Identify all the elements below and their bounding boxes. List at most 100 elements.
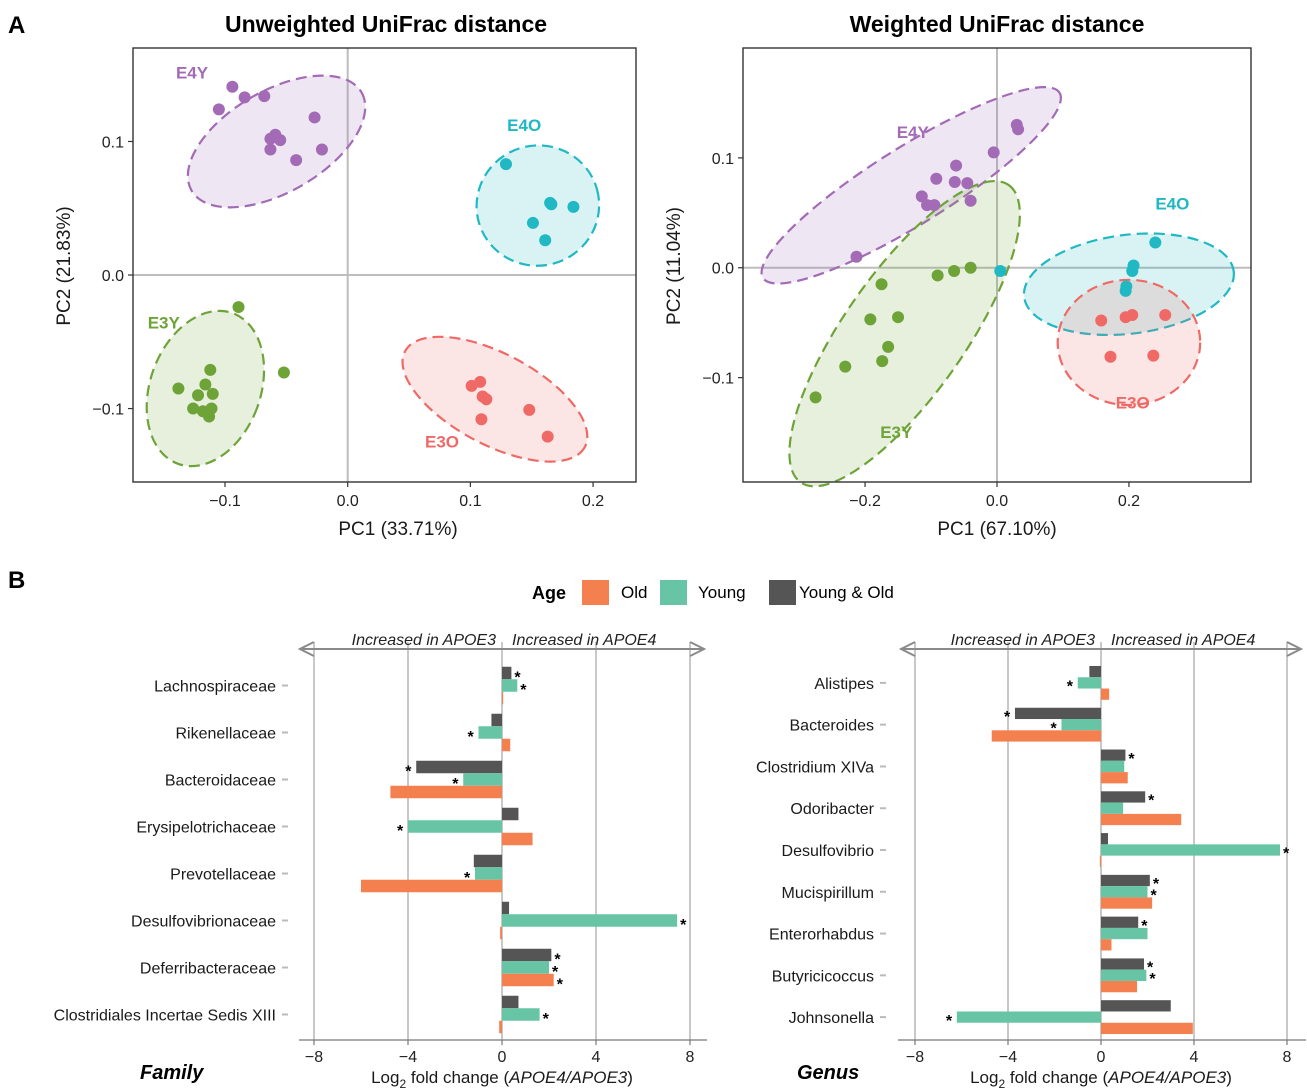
y-tick-label: 0.1	[712, 151, 734, 168]
point-e3y	[931, 269, 944, 282]
point-e3y	[882, 340, 895, 353]
point-e3y	[172, 382, 185, 395]
bar-old	[1101, 813, 1182, 826]
y-tick-label: 0.1	[102, 134, 124, 151]
group-label-e4o: E4O	[507, 116, 541, 135]
bar-young-old	[1101, 791, 1146, 803]
ellipse-e3y	[788, 179, 1021, 488]
x-tick-label: 0.2	[1118, 493, 1140, 510]
x-axis-title-italic: APOE4/APOE3	[1107, 1068, 1227, 1087]
point-e3y	[948, 265, 961, 278]
point-e4y	[315, 143, 328, 156]
category-label: Butyricicoccus	[772, 968, 874, 985]
x-tick-label: −4	[999, 1049, 1017, 1066]
group-label-e4o: E4O	[1155, 195, 1189, 214]
group-label-e3y: E3Y	[148, 313, 181, 332]
point-e4y	[258, 90, 271, 103]
point-e4o	[499, 158, 512, 171]
bar-young-old	[502, 948, 552, 962]
bar-young-old	[502, 901, 510, 915]
significance-marker: *	[946, 1013, 953, 1030]
panel-label-a: A	[8, 12, 25, 39]
significance-marker: *	[1050, 720, 1057, 737]
significance-marker: *	[557, 976, 564, 993]
ellipse-e3o	[401, 335, 589, 463]
arrow-label-apoe3: Increased in APOE3	[951, 632, 1095, 649]
significance-marker: *	[1067, 679, 1074, 696]
bar-old	[500, 926, 502, 940]
legend-swatch-young-old	[769, 580, 796, 605]
bar-old	[1101, 897, 1153, 909]
y-tick-label: 0.0	[102, 268, 124, 285]
legend-label-young-old: Young & Old	[799, 583, 894, 602]
category-label: Deferribacteraceae	[140, 961, 276, 978]
point-e3o	[1126, 308, 1139, 321]
group-label-e4y: E4Y	[176, 64, 209, 83]
point-e4y	[950, 159, 963, 172]
bar-young	[1061, 719, 1101, 731]
category-label: Prevotellaceae	[170, 867, 276, 884]
point-e4y	[964, 194, 977, 207]
y-tick-label: 0.0	[712, 261, 734, 278]
bar-young	[956, 1011, 1101, 1023]
x-axis-title-part: )	[627, 1068, 633, 1087]
significance-marker: *	[464, 870, 471, 887]
chart-title: Weighted UniFrac distance	[850, 11, 1145, 37]
bar-young-old	[502, 995, 519, 1009]
point-e3y	[199, 378, 212, 391]
legend-label-young: Young	[698, 583, 746, 602]
group-label-e4y: E4Y	[897, 123, 930, 142]
point-e4o	[1119, 284, 1132, 297]
significance-marker: *	[1151, 887, 1158, 904]
bar-old	[1101, 939, 1112, 951]
legend-label-old: Old	[621, 583, 647, 602]
point-e4y	[915, 190, 928, 203]
group-label-e3y: E3Y	[880, 423, 913, 442]
point-e3o	[1147, 349, 1160, 362]
category-label: Lachnospiraceae	[154, 679, 276, 696]
bar-young	[1101, 969, 1147, 981]
category-label: Johnsonella	[789, 1010, 875, 1027]
point-e4y	[850, 250, 863, 263]
arrow-head-right	[689, 641, 707, 657]
x-tick-label: −4	[399, 1049, 417, 1066]
significance-marker: *	[468, 729, 475, 746]
x-axis-title-subscript: 2	[399, 1077, 406, 1089]
significance-marker: *	[452, 776, 459, 793]
point-e3y	[809, 391, 822, 404]
pcoa-weighted: Weighted UniFrac distance PC1 (67.10%) P…	[664, 11, 1252, 540]
legend-title: Age	[532, 583, 566, 603]
bar-young	[502, 961, 549, 974]
significance-marker: *	[1141, 918, 1148, 935]
arrow-label-apoe3: Increased in APOE3	[352, 632, 496, 649]
significance-marker: *	[1148, 793, 1155, 810]
x-axis-title-subscript: 2	[998, 1077, 1005, 1089]
point-e4y	[948, 176, 961, 189]
significance-marker: *	[1149, 971, 1156, 988]
panel-label-b: B	[8, 567, 25, 594]
point-e3o	[465, 379, 478, 392]
point-e4y	[238, 91, 251, 104]
x-axis-title: Log2 fold change (APOE4/APOE3)	[371, 1068, 633, 1089]
point-e3y	[876, 355, 889, 368]
bar-chart-family: Family **Lachnospiraceae*Rikenellaceae**…	[54, 632, 707, 1089]
bar-young-old	[1101, 958, 1145, 970]
x-tick-label: −0.2	[849, 493, 881, 510]
chart-title: Unweighted UniFrac distance	[225, 11, 547, 37]
point-e3o	[523, 403, 536, 416]
point-e4y	[987, 146, 1000, 159]
bar-young-old	[1101, 916, 1139, 928]
ellipse-e4y	[760, 86, 1062, 285]
point-e4y	[1012, 123, 1025, 136]
legend: Age Old Young Young & Old	[532, 580, 894, 605]
bar-young-old	[1101, 749, 1126, 761]
ellipse-e3o	[1056, 278, 1202, 407]
point-e4o	[567, 200, 580, 213]
group-label-e3o: E3O	[425, 432, 459, 451]
x-tick-label: 0.0	[986, 493, 1008, 510]
significance-marker: *	[552, 964, 559, 981]
point-e4y	[961, 177, 974, 190]
point-e4y	[930, 172, 943, 185]
x-axis-title: PC1 (67.10%)	[937, 519, 1056, 540]
bar-young-old	[502, 666, 512, 680]
